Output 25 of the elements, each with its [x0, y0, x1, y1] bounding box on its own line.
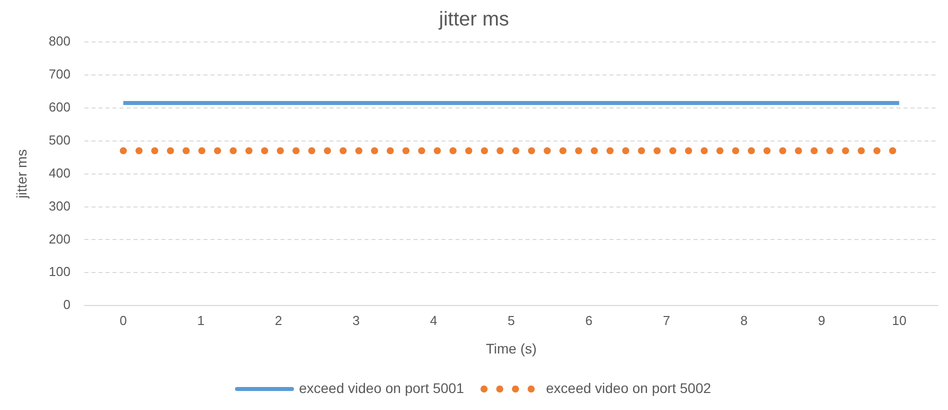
x-tick-label: 9: [818, 312, 826, 328]
y-tick-label: 700: [48, 66, 70, 82]
y-tick-label: 800: [48, 34, 70, 49]
x-tick-label: 8: [740, 312, 748, 328]
y-tick-label: 100: [48, 264, 70, 280]
x-tick-label: 4: [430, 312, 438, 328]
y-tick-label: 600: [48, 99, 70, 114]
y-tick-label: 200: [48, 231, 70, 246]
legend-label: exceed video on port 5002: [546, 380, 712, 396]
x-axis-title: Time (s): [486, 340, 537, 356]
x-tick-label: 5: [508, 312, 515, 328]
legend-label: exceed video on port 5001: [298, 380, 464, 396]
y-tick-label: 300: [48, 198, 70, 214]
y-axis-title: jitter ms: [13, 149, 30, 200]
x-tick-label: 10: [892, 312, 906, 328]
x-tick-label: 2: [274, 312, 282, 328]
x-tick-label: 3: [352, 312, 360, 328]
x-tick-label: 6: [585, 312, 592, 328]
y-tick-label: 500: [48, 132, 70, 148]
x-tick-label: 7: [662, 312, 670, 328]
y-tick-label: 0: [63, 297, 70, 312]
x-tick-label: 1: [197, 312, 204, 328]
chart-title: jitter ms: [438, 8, 509, 31]
x-tick-label: 0: [120, 312, 127, 328]
y-tick-label: 400: [48, 165, 70, 180]
